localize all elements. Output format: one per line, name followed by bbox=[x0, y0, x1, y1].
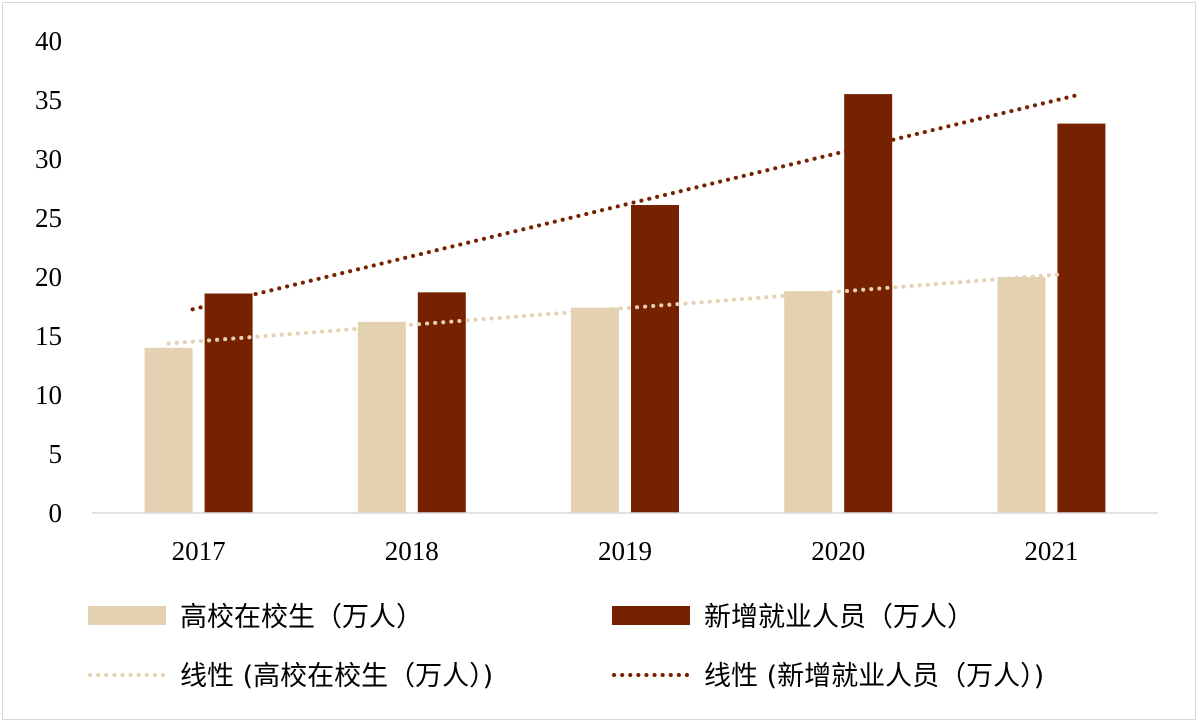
legend: 高校在校生（万人） 新增就业人员（万人） 线性 (高校在校生（万人）) 线性 (新增就… bbox=[88, 602, 1044, 692]
legend-students: 高校在校生（万人） bbox=[88, 602, 423, 633]
bar-students bbox=[144, 347, 193, 513]
y-tick-label: 0 bbox=[49, 498, 63, 528]
bar-students bbox=[357, 321, 406, 513]
y-tick-label: 15 bbox=[35, 321, 62, 351]
bar-employment bbox=[204, 293, 253, 513]
bar-employment bbox=[1057, 123, 1106, 513]
x-tick-label: 2018 bbox=[385, 536, 439, 566]
legend-trend-employment: 线性 (新增就业人员（万人）) bbox=[612, 661, 1044, 692]
bar-employment bbox=[844, 94, 893, 513]
x-tick-label: 2020 bbox=[811, 536, 865, 566]
trendlines bbox=[166, 92, 1084, 346]
x-tick-label: 2019 bbox=[598, 536, 652, 566]
bar-students bbox=[784, 291, 833, 513]
bar-employment bbox=[631, 205, 679, 513]
x-axis-ticks: 2017 2018 2019 2020 2021 bbox=[172, 536, 1079, 566]
legend-label: 高校在校生（万人） bbox=[180, 602, 423, 633]
legend-swatch bbox=[612, 606, 690, 625]
bar-students bbox=[571, 307, 619, 513]
legend-employment: 新增就业人员（万人） bbox=[612, 602, 974, 633]
y-tick-label: 40 bbox=[35, 26, 62, 56]
legend-swatch bbox=[88, 606, 166, 625]
x-tick-label: 2017 bbox=[172, 536, 226, 566]
legend-label: 线性 (新增就业人员（万人）) bbox=[704, 661, 1044, 692]
x-tick-label: 2021 bbox=[1024, 536, 1078, 566]
y-axis-ticks: 0 5 10 15 20 25 30 35 40 bbox=[35, 26, 62, 528]
bar-employment bbox=[417, 292, 466, 513]
y-tick-label: 35 bbox=[35, 85, 62, 115]
trendline-students bbox=[166, 272, 1060, 346]
y-tick-label: 10 bbox=[35, 380, 62, 410]
y-tick-label: 5 bbox=[49, 439, 63, 469]
y-tick-label: 30 bbox=[35, 144, 62, 174]
bar-students bbox=[997, 277, 1046, 513]
bars bbox=[144, 94, 1106, 513]
legend-label: 线性 (高校在校生（万人）) bbox=[180, 661, 493, 692]
legend-trend-students: 线性 (高校在校生（万人）) bbox=[88, 661, 493, 692]
y-tick-label: 25 bbox=[35, 203, 62, 233]
y-tick-label: 20 bbox=[35, 262, 62, 292]
trendline-employment bbox=[190, 92, 1084, 312]
legend-label: 新增就业人员（万人） bbox=[704, 602, 974, 633]
